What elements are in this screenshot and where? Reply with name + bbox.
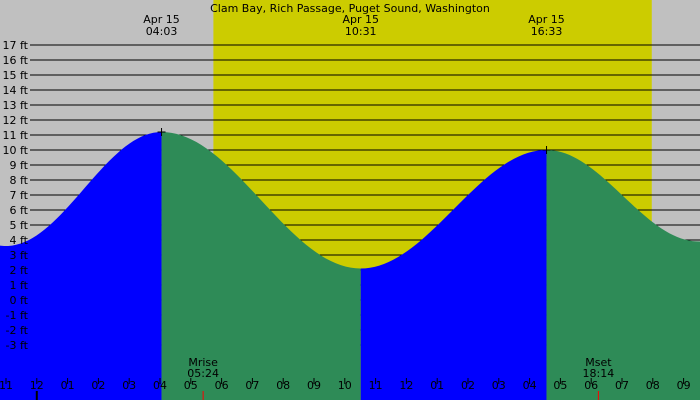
- y-tick-label: 11 ft: [3, 129, 29, 142]
- x-tick-label: 07: [615, 379, 629, 392]
- y-tick-label: 16 ft: [3, 54, 29, 67]
- chart-title: Clam Bay, Rich Passage, Puget Sound, Was…: [210, 2, 490, 15]
- x-tick-label: 11: [0, 379, 13, 392]
- y-tick-label: 3 ft: [10, 249, 29, 262]
- y-tick-label: -2 ft: [6, 324, 29, 337]
- x-tick-label: 07: [245, 379, 259, 392]
- x-tick-label: 04: [523, 379, 537, 392]
- y-tick-label: 15 ft: [3, 69, 29, 82]
- y-tick-label: 17 ft: [3, 39, 29, 52]
- x-tick-label: 09: [677, 379, 691, 392]
- x-tick-label: 02: [91, 379, 105, 392]
- y-axis-labels: -3 ft -2 ft -1 ft 0 ft 1 ft 2 ft 3 ft 4 ft 5 ft 6…: [3, 39, 29, 352]
- x-tick-label: 03: [122, 379, 136, 392]
- x-tick-label: 04: [153, 379, 167, 392]
- x-tick-label: 02: [461, 379, 475, 392]
- extreme-time-label: 04:03: [146, 25, 178, 38]
- x-tick-label: 08: [646, 379, 660, 392]
- extreme-time-label: 16:33: [531, 25, 563, 38]
- x-tick-label: 08: [276, 379, 290, 392]
- y-tick-label: 9 ft: [10, 159, 29, 172]
- y-tick-label: 13 ft: [3, 99, 29, 112]
- moon-event-time: 18:14: [583, 367, 615, 380]
- moon-event-time: 05:24: [187, 367, 219, 380]
- x-tick-label: 06: [215, 379, 229, 392]
- y-tick-label: 14 ft: [3, 84, 29, 97]
- y-tick-label: 4 ft: [10, 234, 29, 247]
- extreme-date-label: Apr 15: [143, 13, 180, 26]
- rising-tide-area: [360, 150, 547, 400]
- falling-tide-area: [161, 132, 361, 400]
- extreme-date-label: Apr 15: [528, 13, 565, 26]
- y-tick-label: 10 ft: [3, 144, 29, 157]
- y-tick-label: 5 ft: [10, 219, 29, 232]
- rising-tide-area: [0, 132, 162, 400]
- y-tick-label: 8 ft: [10, 174, 29, 187]
- x-tick-label: 06: [584, 379, 598, 392]
- moon-event-label: Mrise: [188, 356, 218, 369]
- x-tick-label: 10: [338, 379, 352, 392]
- x-tick-label: 09: [307, 379, 321, 392]
- extreme-date-label: Apr 15: [342, 13, 379, 26]
- y-tick-label: 6 ft: [10, 204, 29, 217]
- x-tick-label: 12: [399, 379, 413, 392]
- x-tick-label: 01: [61, 379, 75, 392]
- extreme-time-label: 10:31: [345, 25, 377, 38]
- y-tick-label: 7 ft: [10, 189, 29, 202]
- x-tick-label: 12: [30, 379, 44, 392]
- x-tick-label: 03: [492, 379, 506, 392]
- y-tick-label: 0 ft: [10, 294, 29, 307]
- tide-areas: [0, 132, 700, 400]
- x-tick-label: 05: [184, 379, 198, 392]
- y-tick-label: -1 ft: [6, 309, 29, 322]
- moon-event-label: Mset: [585, 356, 612, 369]
- falling-tide-area: [546, 150, 700, 400]
- x-tick-label: 11: [369, 379, 383, 392]
- y-tick-label: 12 ft: [3, 114, 29, 127]
- x-tick-label: 05: [553, 379, 567, 392]
- y-tick-label: 1 ft: [10, 279, 29, 292]
- x-axis-labels: 11 12 01 02 03 04 05 06 07 08 09 10 11 12 01 02 03 04 05 06…: [0, 378, 691, 392]
- x-tick-label: 01: [430, 379, 444, 392]
- y-tick-label: 2 ft: [10, 264, 29, 277]
- y-tick-label: -3 ft: [6, 339, 29, 352]
